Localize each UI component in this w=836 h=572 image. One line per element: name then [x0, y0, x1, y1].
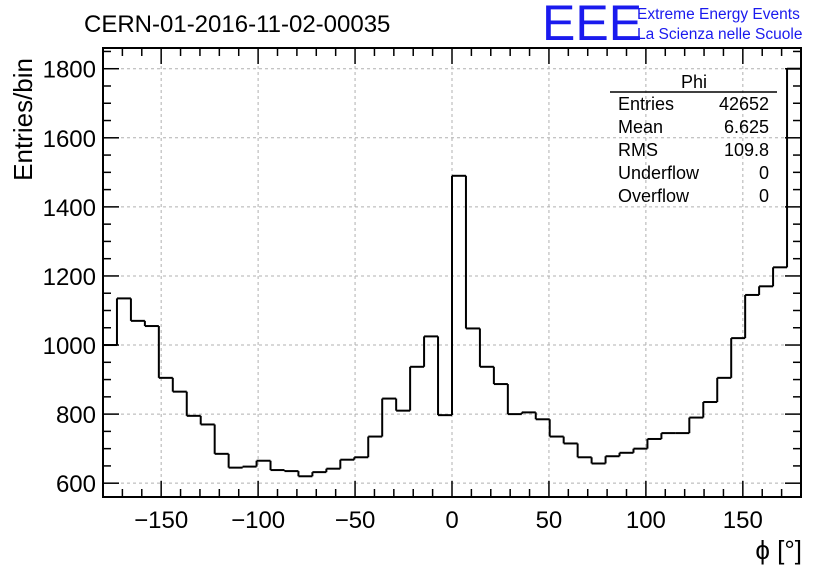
- histogram-bin: [646, 437, 662, 449]
- histogram-bin: [730, 337, 746, 378]
- histogram-bin: [353, 456, 369, 460]
- x-tick-label: −100: [231, 507, 285, 534]
- histogram-bin: [297, 471, 313, 478]
- histogram-bin: [213, 424, 229, 455]
- stats-row-label: Underflow: [618, 163, 700, 183]
- x-axis-label: ϕ [°]: [755, 535, 802, 565]
- stats-row: Overflow 0: [618, 186, 769, 206]
- histogram-bin: [576, 443, 592, 459]
- x-tick-label: 0: [445, 507, 458, 534]
- x-tick-label: −150: [134, 507, 188, 534]
- stats-row: RMS 109.8: [618, 140, 769, 160]
- histogram-bin: [227, 453, 243, 469]
- histogram-bin: [367, 435, 383, 458]
- histogram-bin: [325, 467, 341, 473]
- y-tick-label: 1400: [43, 195, 96, 222]
- histogram-bin: [437, 336, 452, 417]
- y-tick-label: 800: [56, 402, 96, 429]
- histogram-bin: [269, 460, 285, 472]
- logo-line2: La Scienza nelle Scuole: [637, 26, 802, 43]
- y-tick-label: 600: [56, 471, 96, 498]
- stats-row-value: 0: [759, 186, 769, 206]
- histogram-bin: [255, 459, 271, 467]
- stats-row-label: Entries: [618, 94, 674, 114]
- histogram-bin: [520, 411, 536, 415]
- histogram-bin: [758, 285, 774, 295]
- logo-eee-text: EEE: [542, 0, 642, 51]
- histogram-bin: [241, 465, 257, 468]
- eee-logo: EEE Extreme Energy Events La Scienza nel…: [542, 0, 802, 51]
- histogram-bin: [464, 175, 480, 330]
- histogram-bin: [492, 366, 508, 386]
- histogram-bin: [395, 398, 411, 412]
- histogram-bin: [590, 457, 606, 465]
- histogram-bin: [506, 384, 522, 416]
- stats-row-value: 6.625: [724, 117, 769, 137]
- stats-title: Phi: [681, 72, 707, 92]
- stats-box: Phi Entries 42652 Mean 6.625 RMS 109.8 Underfl…: [610, 72, 777, 206]
- histogram-bin: [688, 416, 704, 434]
- histogram-bin: [339, 458, 355, 469]
- stats-row: Mean 6.625: [618, 117, 769, 137]
- y-axis-label: Entries/bin: [8, 58, 38, 181]
- histogram-bin: [143, 320, 159, 328]
- stats-row-value: 109.8: [724, 140, 769, 160]
- stats-row-label: Mean: [618, 117, 663, 137]
- histogram-bin: [115, 297, 131, 346]
- histogram-bin: [423, 335, 439, 367]
- stats-row-value: 0: [759, 163, 769, 183]
- stats-row-label: Overflow: [618, 186, 690, 206]
- y-tick-label: 1000: [43, 333, 96, 360]
- histogram-bin: [185, 391, 201, 417]
- histogram-bin: [478, 328, 494, 368]
- histogram-bin: [618, 451, 634, 457]
- histogram-bin: [548, 419, 564, 438]
- histogram-bin: [716, 376, 732, 403]
- histogram-bin: [632, 447, 648, 453]
- y-tick-label: 1800: [43, 57, 96, 84]
- histogram-bin: [786, 67, 801, 268]
- chart-title: CERN-01-2016-11-02-00035: [84, 11, 390, 38]
- x-tick-label: −50: [335, 507, 376, 534]
- histogram-bin: [702, 401, 718, 418]
- y-tick-label: 1200: [43, 264, 96, 291]
- histogram-bin: [381, 397, 397, 437]
- histogram-bin: [199, 415, 215, 426]
- x-tick-label: 150: [723, 507, 763, 534]
- histogram-bin: [744, 293, 760, 339]
- histogram-bin: [562, 436, 578, 445]
- histogram-bin: [283, 470, 299, 473]
- histogram-bin: [772, 266, 788, 287]
- histogram-bin: [129, 298, 145, 322]
- x-tick-label: 100: [626, 507, 666, 534]
- logo-line1: Extreme Energy Events: [637, 6, 800, 23]
- y-tick-label: 1600: [43, 126, 96, 153]
- histogram-bin: [311, 471, 327, 477]
- tick-labels: −150 −100 −50 0 50 100 150 600 800 1000 1200 1400 16…: [43, 57, 763, 534]
- stats-row-value: 42652: [719, 94, 769, 114]
- histogram-bin: [451, 174, 466, 416]
- histogram-bin: [660, 432, 676, 439]
- stats-row-label: RMS: [618, 140, 658, 160]
- stats-row: Entries 42652: [618, 94, 769, 114]
- histogram-bin: [604, 455, 620, 464]
- histogram-bin: [171, 377, 187, 393]
- x-tick-label: 50: [536, 507, 563, 534]
- histogram-bin: [102, 344, 117, 497]
- histogram-bin: [534, 412, 550, 421]
- histogram-bin: [409, 365, 425, 411]
- stats-row: Underflow 0: [618, 163, 769, 183]
- histogram-bin: [157, 326, 173, 379]
- axis-ticks: [102, 48, 802, 497]
